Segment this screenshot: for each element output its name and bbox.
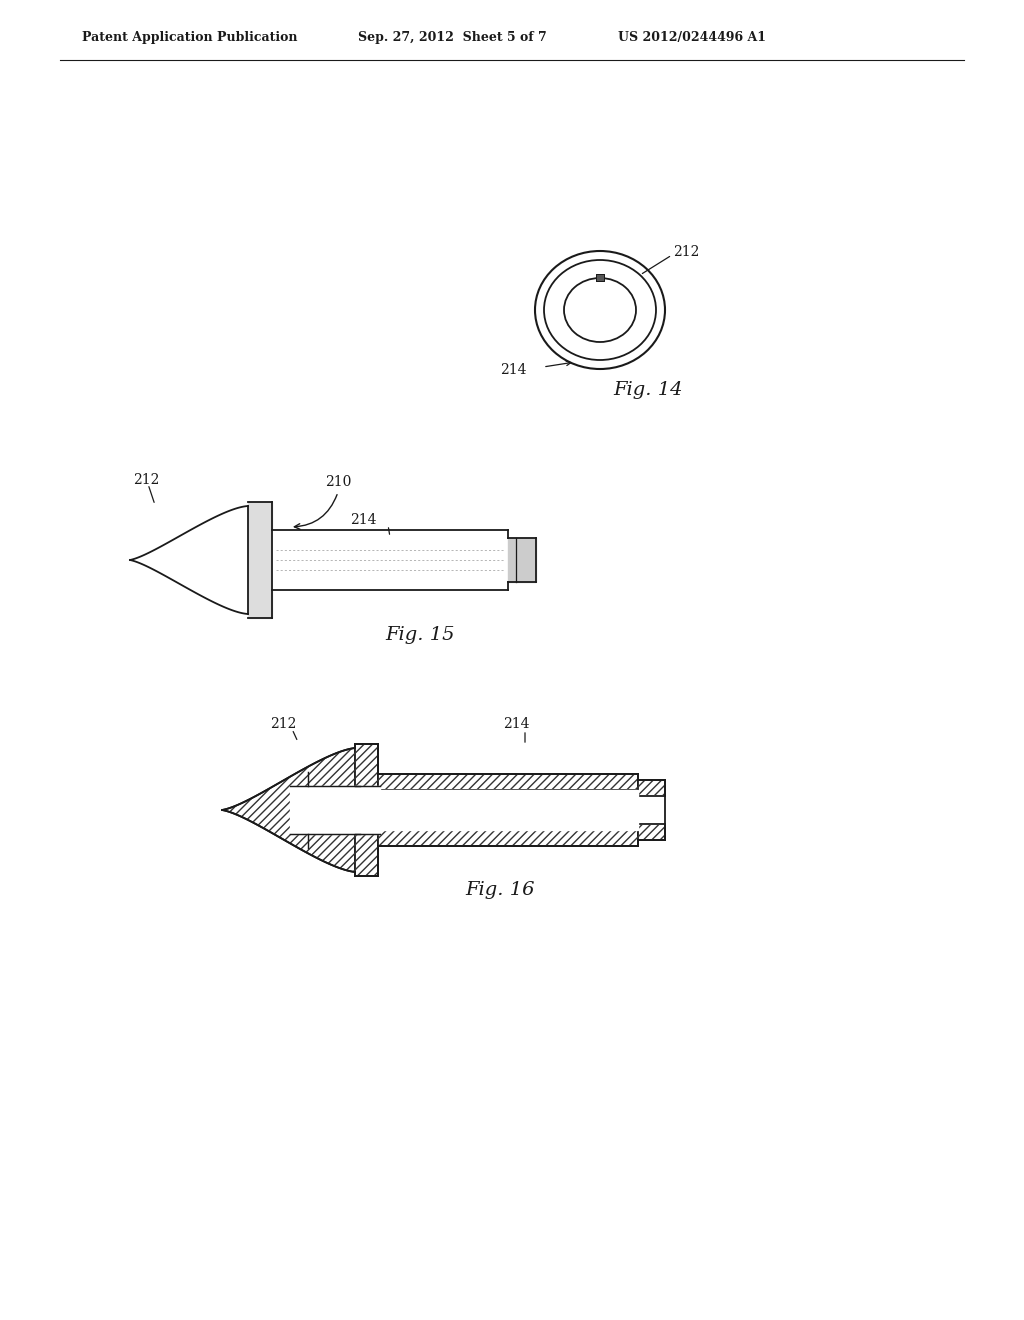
Text: 212: 212 [133,473,160,487]
Text: 214: 214 [500,363,526,378]
Bar [638,780,665,796]
Text: US 2012/0244496 A1: US 2012/0244496 A1 [618,32,766,45]
Bar [378,807,638,846]
Polygon shape [355,785,380,834]
Bar [378,807,638,846]
Bar [378,774,638,789]
Polygon shape [222,748,355,873]
Text: 214: 214 [350,513,377,527]
Bar [355,744,378,876]
Bar [638,780,665,796]
Bar [596,275,604,281]
Bar [638,824,665,840]
Text: Sep. 27, 2012  Sheet 5 of 7: Sep. 27, 2012 Sheet 5 of 7 [358,32,547,45]
Text: Fig. 15: Fig. 15 [385,626,455,644]
Bar [596,275,604,281]
Polygon shape [378,789,638,830]
Bar [378,774,638,789]
Bar [355,744,378,876]
Text: Fig. 16: Fig. 16 [465,880,535,899]
Text: Fig. 14: Fig. 14 [613,381,683,399]
Polygon shape [248,502,272,618]
Bar [638,824,665,840]
Polygon shape [290,785,360,834]
Text: 210: 210 [325,475,351,488]
Text: 212: 212 [270,717,296,731]
Text: Patent Application Publication: Patent Application Publication [82,32,298,45]
Polygon shape [130,506,248,614]
Text: 214: 214 [503,717,529,731]
Polygon shape [272,531,508,590]
Polygon shape [508,539,536,582]
Text: 212: 212 [673,246,699,259]
